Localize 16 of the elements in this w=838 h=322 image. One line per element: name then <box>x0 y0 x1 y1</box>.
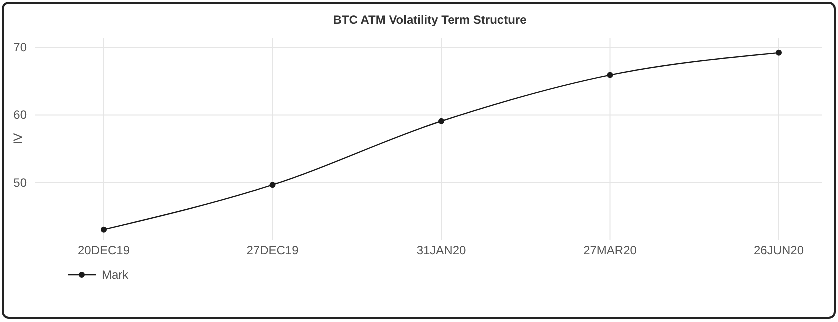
x-tick-label: 27MAR20 <box>584 244 638 258</box>
legend-label: Mark <box>102 268 130 282</box>
point <box>438 118 444 124</box>
x-tick-label: 27DEC19 <box>246 244 300 258</box>
y-axis-title: IV <box>11 133 25 145</box>
point <box>607 72 614 78</box>
point <box>101 226 107 233</box>
point <box>270 182 276 188</box>
y-tick-label: 50 <box>14 176 28 190</box>
x-tick-label: 31JAN20 <box>416 244 467 258</box>
x-tick-label: 20DEC19 <box>78 244 130 258</box>
chart-title: BTC ATM Volatility Term Structure <box>333 13 528 27</box>
point <box>776 50 782 56</box>
x-tick-label: 26JUN20 <box>754 244 804 258</box>
y-tick-label: 60 <box>14 108 28 122</box>
y-tick-label: 70 <box>14 40 28 54</box>
